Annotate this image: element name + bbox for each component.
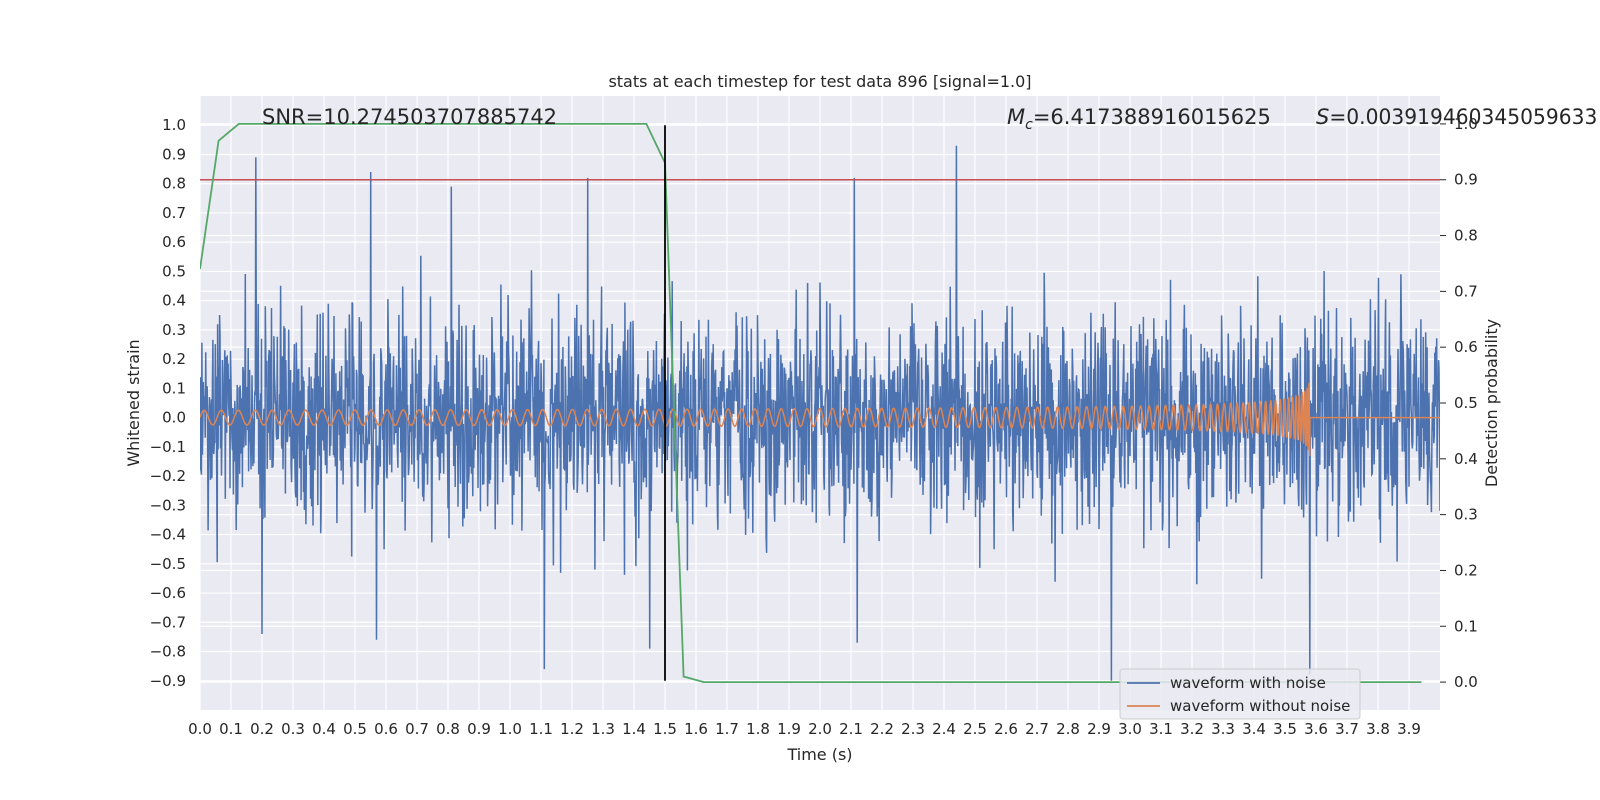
series-detection-probability <box>200 123 1422 683</box>
y-tick-label: 0.3 <box>162 321 186 339</box>
x-tick-label: 2.8 <box>1056 720 1080 738</box>
y-tick-label: −0.1 <box>150 438 186 456</box>
x-tick-label: 1.5 <box>653 720 677 738</box>
x-tick-label: 0.9 <box>467 720 491 738</box>
x-tick-label: 2.2 <box>870 720 894 738</box>
y-right-tick-label: 0.3 <box>1454 506 1478 524</box>
x-tick-label: 1.9 <box>777 720 801 738</box>
y-tick-label: −0.7 <box>150 613 186 631</box>
y-right-tick-label: 0.7 <box>1454 282 1478 300</box>
y-tick-label: −0.2 <box>150 467 186 485</box>
x-tick-label: 1.1 <box>529 720 553 738</box>
plot-series <box>200 123 1440 683</box>
y-right-tick-label: 0.8 <box>1454 227 1478 245</box>
x-tick-label: 2.0 <box>808 720 832 738</box>
x-tick-label: 0.6 <box>374 720 398 738</box>
x-tick-label: 2.6 <box>994 720 1018 738</box>
y-tick-label: −0.9 <box>150 672 186 690</box>
y-tick-label: 1.0 <box>162 116 186 134</box>
s-symbol: S <box>1316 105 1329 129</box>
x-tick-label: 3.3 <box>1211 720 1235 738</box>
y-tick-label: −0.3 <box>150 496 186 514</box>
x-tick-label: 3.9 <box>1397 720 1421 738</box>
x-tick-label: 3.2 <box>1180 720 1204 738</box>
y-axis-ticks: 1.0 0.9 0.8 0.7 0.6 0.5 0.4 0.3 0.2 0.1 0.0 −0.1 −0.… <box>150 116 186 690</box>
x-tick-label: 0.4 <box>312 720 336 738</box>
x-tick-label: 2.7 <box>1025 720 1049 738</box>
y-right-tick-label: 0.2 <box>1454 561 1478 579</box>
y-tick-label: 0.9 <box>162 145 186 163</box>
chirp-mass-value: =6.417388916015625 <box>1033 105 1271 129</box>
x-tick-label: 3.8 <box>1366 720 1390 738</box>
s-annotation: S=0.003919460345059633 <box>1316 105 1597 129</box>
x-tick-label: 2.5 <box>963 720 987 738</box>
chart-title: stats at each timestep for test data 896… <box>608 72 1031 91</box>
y-tick-label: −0.5 <box>150 555 186 573</box>
x-tick-label: 1.7 <box>715 720 739 738</box>
chirp-mass-annotation: Mc=6.417388916015625 <box>1007 105 1271 133</box>
x-tick-label: 1.2 <box>560 720 584 738</box>
x-tick-label: 0.8 <box>436 720 460 738</box>
y-tick-label: 0.6 <box>162 233 186 251</box>
x-tick-label: 2.1 <box>839 720 863 738</box>
y-tick-label: −0.4 <box>150 526 186 544</box>
x-tick-label: 1.0 <box>498 720 522 738</box>
y-tick-label: −0.6 <box>150 584 186 602</box>
x-tick-label: 0.7 <box>405 720 429 738</box>
y-right-axis-label: Detection probability <box>1482 319 1501 487</box>
y-axis-label: Whitened strain <box>124 339 143 466</box>
y-tick-label: 0.8 <box>162 175 186 193</box>
y-right-tick-label: 0.9 <box>1454 171 1478 189</box>
snr-annotation: SNR=10.274503707885742 <box>262 105 557 129</box>
x-tick-label: 3.5 <box>1273 720 1297 738</box>
chirp-mass-subscript: c <box>1025 117 1033 133</box>
x-tick-label: 0.3 <box>281 720 305 738</box>
series-waveform-without-noise <box>200 382 1440 457</box>
x-tick-label: 2.4 <box>932 720 956 738</box>
x-tick-label: 1.4 <box>622 720 646 738</box>
y-right-axis-ticks: 1.0 0.9 0.8 0.7 0.6 0.5 0.4 0.3 0.2 0.1 0.0 <box>1440 115 1478 691</box>
y-tick-label: 0.7 <box>162 204 186 222</box>
x-tick-label: 1.8 <box>746 720 770 738</box>
y-right-tick-label: 0.5 <box>1454 394 1478 412</box>
y-right-tick-label: 0.1 <box>1454 617 1478 635</box>
x-tick-label: 0.2 <box>250 720 274 738</box>
y-tick-label: 0.2 <box>162 350 186 368</box>
y-tick-label: −0.8 <box>150 643 186 661</box>
legend-label-clean: waveform without noise <box>1170 697 1350 715</box>
chirp-mass-symbol: M <box>1007 105 1025 129</box>
series-waveform-with-noise <box>200 145 1440 681</box>
x-tick-label: 3.7 <box>1335 720 1359 738</box>
y-right-tick-label: 1.0 <box>1454 115 1478 133</box>
x-axis-ticks: 0.0 0.1 0.2 0.3 0.4 0.5 0.6 0.7 0.8 0.9 1.0 1.1 1.2 1… <box>188 720 1421 738</box>
x-tick-label: 0.0 <box>188 720 212 738</box>
x-tick-label: 3.4 <box>1242 720 1266 738</box>
x-tick-label: 0.5 <box>343 720 367 738</box>
x-axis-label: Time (s) <box>786 745 852 764</box>
y-tick-label: 0.0 <box>162 409 186 427</box>
x-tick-label: 0.1 <box>219 720 243 738</box>
x-tick-label: 2.3 <box>901 720 925 738</box>
legend: waveform with noise waveform without noi… <box>1119 668 1361 720</box>
x-tick-label: 1.6 <box>684 720 708 738</box>
y-tick-label: 0.1 <box>162 379 186 397</box>
y-right-tick-label: 0.4 <box>1454 450 1478 468</box>
y-right-tick-label: 0.0 <box>1454 673 1478 691</box>
legend-label-noise: waveform with noise <box>1170 674 1326 692</box>
y-tick-label: 0.5 <box>162 262 186 280</box>
x-tick-label: 3.0 <box>1118 720 1142 738</box>
x-tick-label: 2.9 <box>1087 720 1111 738</box>
x-tick-label: 3.6 <box>1304 720 1328 738</box>
y-right-tick-label: 0.6 <box>1454 338 1478 356</box>
x-tick-label: 3.1 <box>1149 720 1173 738</box>
x-tick-label: 1.3 <box>591 720 615 738</box>
legend-box <box>1119 668 1361 720</box>
y-tick-label: 0.4 <box>162 292 186 310</box>
s-value: =0.003919460345059633 <box>1329 105 1597 129</box>
